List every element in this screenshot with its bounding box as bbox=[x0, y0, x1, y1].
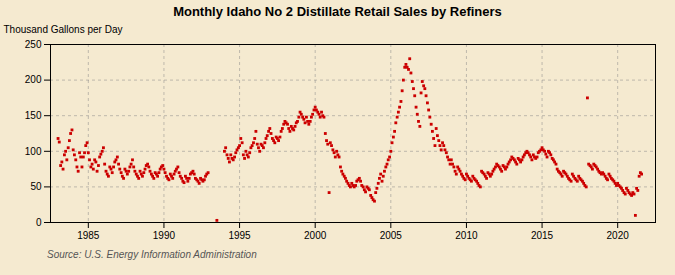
svg-text:50: 50 bbox=[30, 181, 42, 192]
svg-text:150: 150 bbox=[25, 110, 42, 121]
svg-text:2000: 2000 bbox=[304, 230, 327, 241]
svg-text:2005: 2005 bbox=[380, 230, 403, 241]
svg-text:1990: 1990 bbox=[153, 230, 176, 241]
svg-text:1995: 1995 bbox=[228, 230, 251, 241]
svg-text:Thousand Gallons per Day: Thousand Gallons per Day bbox=[4, 24, 123, 35]
svg-text:250: 250 bbox=[25, 39, 42, 50]
svg-text:0: 0 bbox=[36, 217, 42, 228]
html-text:Source: U.S. Energy Informatio: Source: U.S. Energy Information Administ… bbox=[47, 249, 257, 260]
svg-text:2010: 2010 bbox=[455, 230, 478, 241]
svg-text:2020: 2020 bbox=[607, 230, 630, 241]
svg-text:200: 200 bbox=[25, 74, 42, 85]
svg-text:2015: 2015 bbox=[531, 230, 554, 241]
svg-text:1985: 1985 bbox=[77, 230, 100, 241]
svg-text:100: 100 bbox=[25, 146, 42, 157]
html-text:Monthly Idaho No 2 Distillate: Monthly Idaho No 2 Distillate Retail Sal… bbox=[173, 4, 502, 19]
